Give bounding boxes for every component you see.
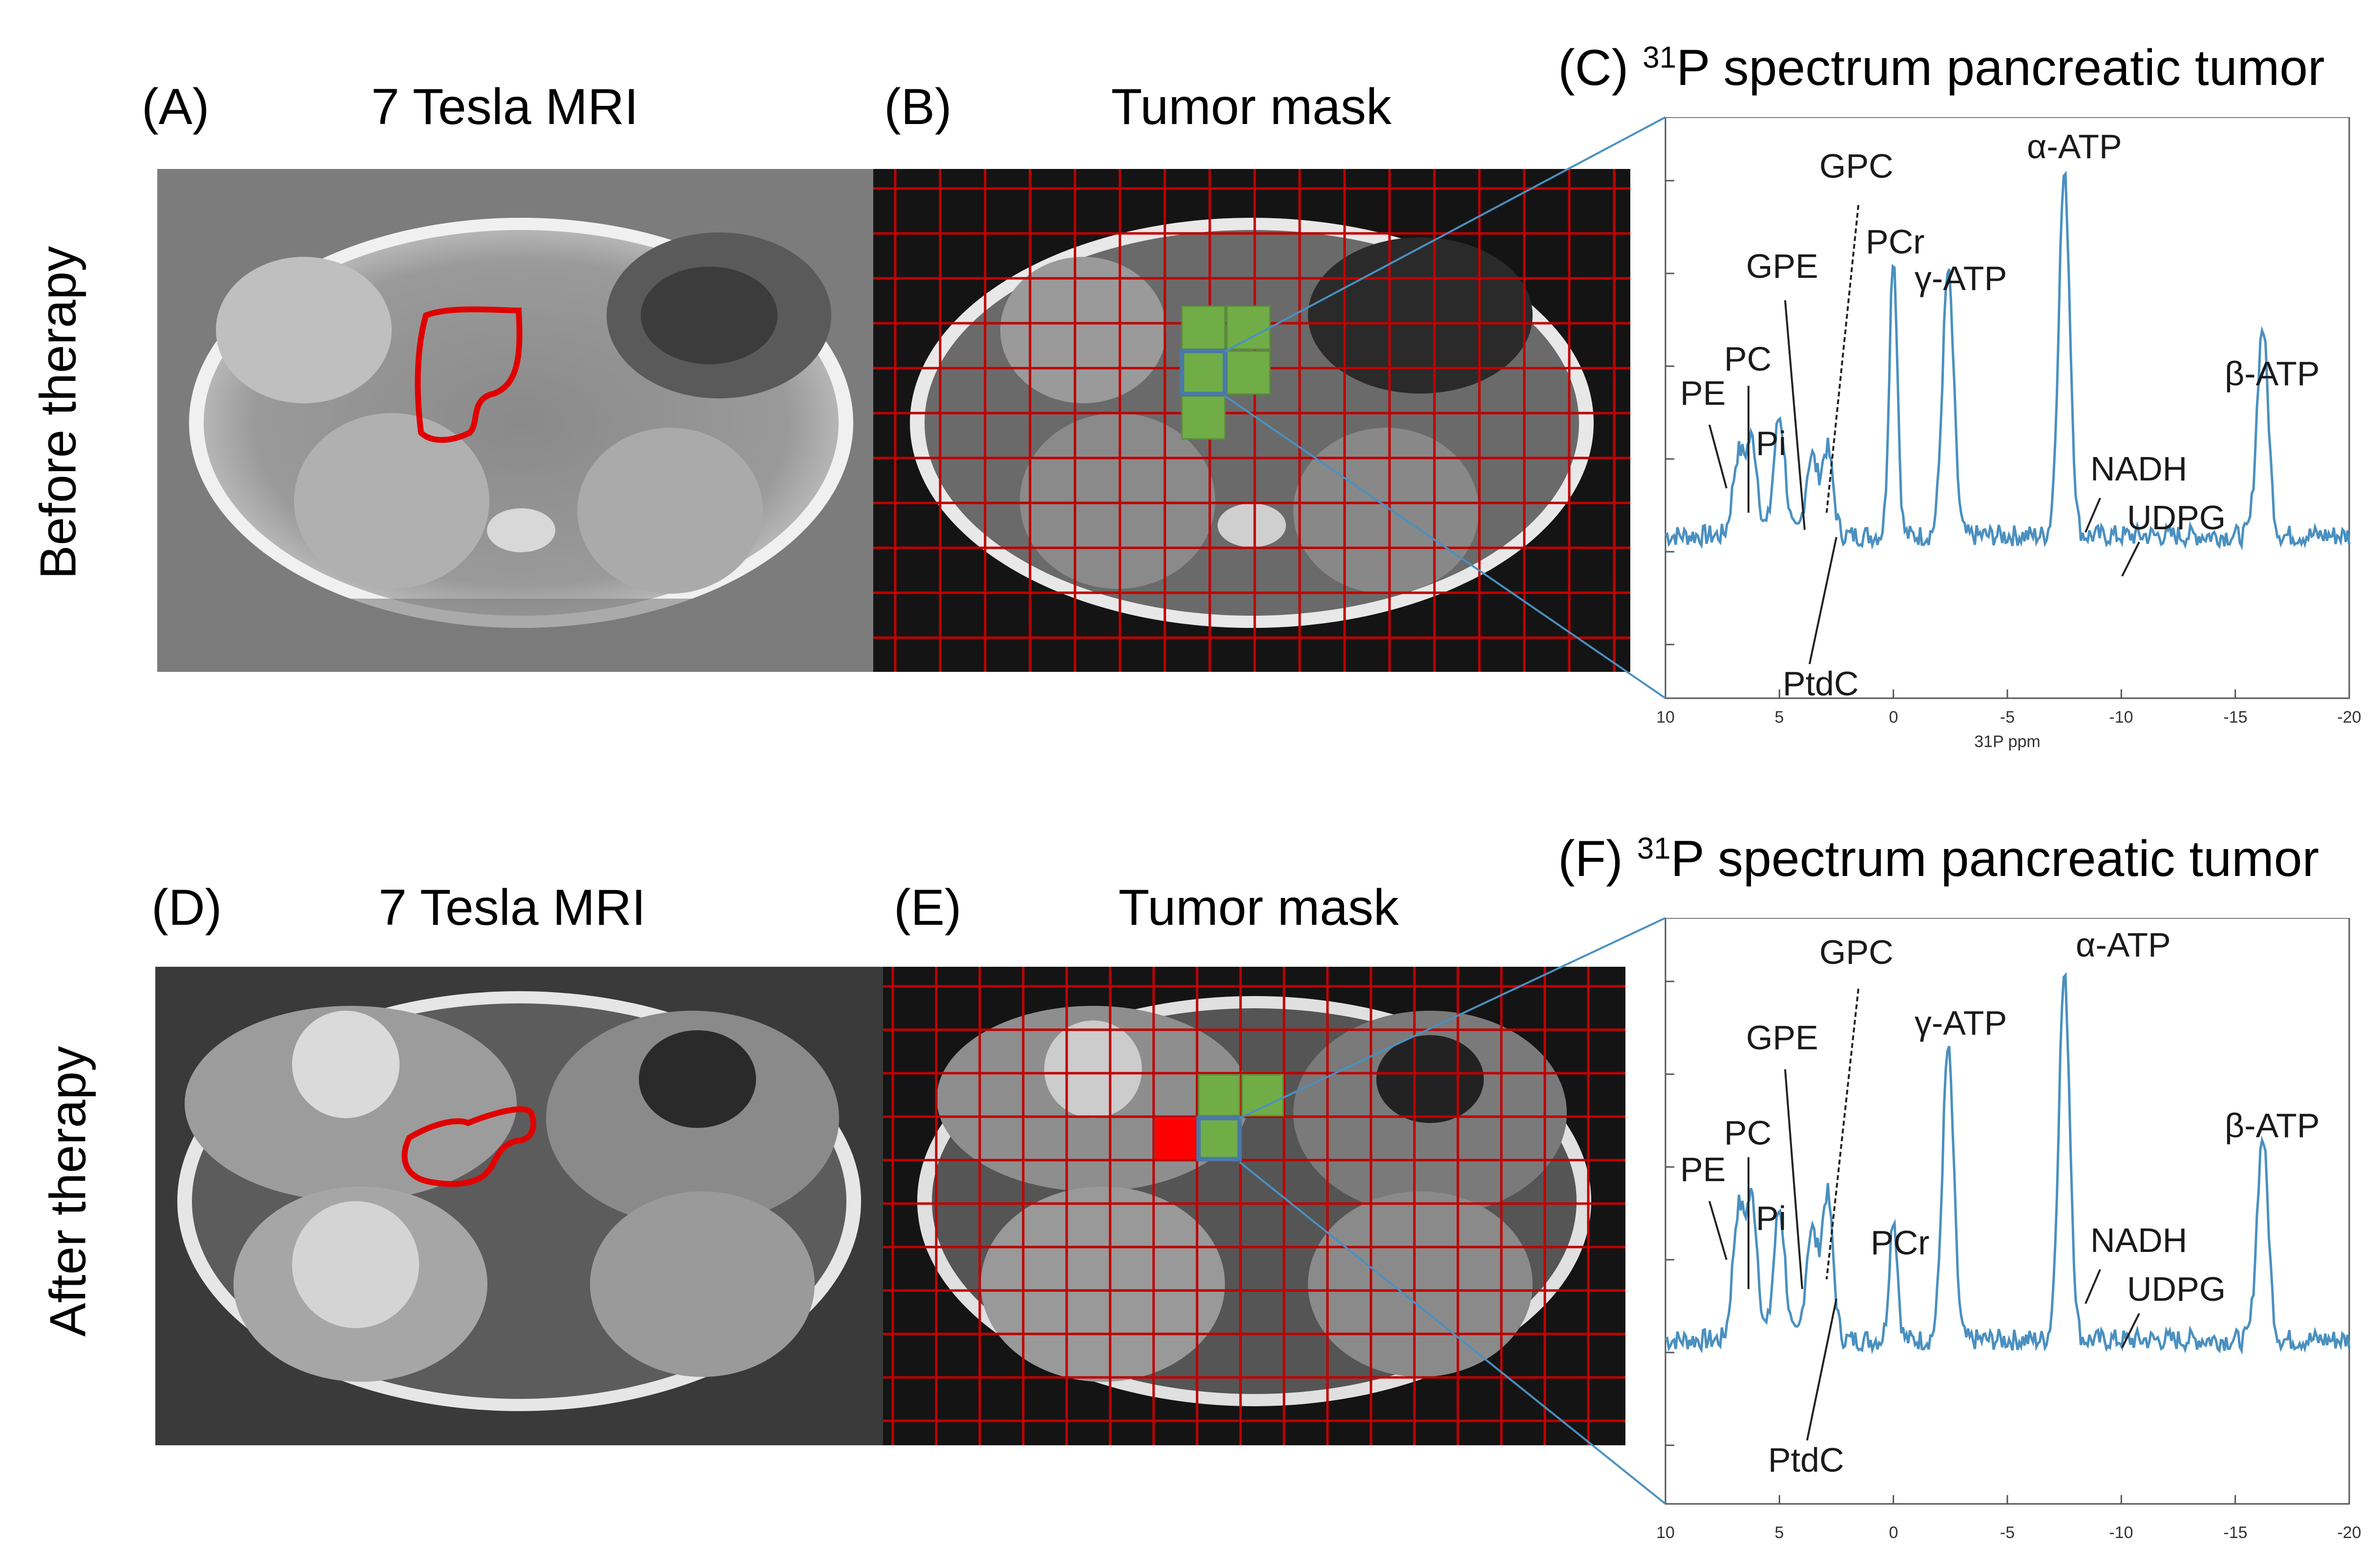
- peak-label-batp-f: β-ATP: [2225, 1106, 2320, 1145]
- panel-e-title: Tumor mask: [1118, 879, 1399, 936]
- panel-c-title: (C) 31P spectrum pancreatic tumor: [1558, 40, 2325, 96]
- peak-label-aatp-f: α-ATP: [2076, 926, 2171, 964]
- peak-label-gpe: GPE: [1746, 247, 1818, 285]
- xtick-5-f: 5: [1774, 1523, 1784, 1542]
- tumor-mask-before: [873, 169, 1630, 672]
- spectrum-chart-c: [1661, 116, 2354, 762]
- peak-label-nadh-f: NADH: [2090, 1221, 2188, 1259]
- peak-label-pc: PC: [1724, 340, 1772, 378]
- selected-voxel-after: [1196, 1116, 1242, 1162]
- panel-b-title: Tumor mask: [1111, 79, 1391, 135]
- connector-top-c: [1224, 116, 1666, 353]
- tumor-contour: [415, 306, 523, 443]
- tumor-contour-after: [401, 1106, 536, 1187]
- peak-label-ptdc: PtdC: [1783, 665, 1859, 703]
- xtick-m20-f: -20: [2337, 1523, 2361, 1542]
- peak-label-udpg-f: UDPG: [2127, 1270, 2226, 1308]
- peak-label-gpc-f: GPC: [1819, 933, 1894, 971]
- peak-label-ptdc-f: PtdC: [1768, 1441, 1844, 1479]
- xtick-m15: -15: [2223, 708, 2248, 727]
- spectrum-chart-f: [1661, 917, 2354, 1543]
- xtick-m5: -5: [2000, 708, 2015, 727]
- xtick-5: 5: [1774, 708, 1784, 727]
- panel-a-label: (A): [142, 79, 210, 135]
- x-axis-label: 31P ppm: [1974, 732, 2041, 751]
- xtick-m10: -10: [2109, 708, 2133, 727]
- xtick-0: 0: [1889, 708, 1898, 727]
- y-ticks: [1665, 180, 1674, 645]
- mask-grid-after: [883, 967, 1625, 1445]
- panel-a-title: 7 Tesla MRI: [371, 79, 639, 135]
- xtick-m20: -20: [2337, 708, 2361, 727]
- xtick-m5-f: -5: [2000, 1523, 2015, 1542]
- mri-image-after: [155, 967, 883, 1445]
- peak-label-pc-f: PC: [1724, 1114, 1772, 1152]
- panel-d-label: (D): [151, 879, 222, 936]
- peak-label-pi: Pi: [1756, 424, 1787, 462]
- xtick-m10-f: -10: [2109, 1523, 2133, 1542]
- connector-bottom-c: [1224, 395, 1666, 699]
- peak-label-gpe-f: GPE: [1746, 1019, 1818, 1057]
- peak-label-gatp: γ-ATP: [1915, 259, 2007, 297]
- peak-label-aatp: α-ATP: [2027, 127, 2122, 166]
- peak-label-batp: β-ATP: [2225, 354, 2320, 393]
- y-ticks-f: [1665, 980, 1674, 1446]
- connector-bottom-f: [1239, 1161, 1666, 1505]
- panel-d-title: 7 Tesla MRI: [379, 879, 646, 936]
- peak-label-pi-f: Pi: [1756, 1199, 1787, 1237]
- xtick-m15-f: -15: [2223, 1523, 2248, 1542]
- xtick-0-f: 0: [1889, 1523, 1898, 1542]
- peak-label-udpg: UDPG: [2127, 499, 2226, 537]
- excluded-voxel: [1155, 1118, 1196, 1159]
- peak-label-pe-f: PE: [1680, 1150, 1726, 1188]
- spectrum-line-f: [1664, 972, 2351, 1355]
- xtick-10: 10: [1656, 708, 1675, 727]
- panel-b-label: (B): [884, 79, 952, 135]
- mri-image-before: [157, 169, 873, 672]
- connector-top-f: [1239, 917, 1666, 1119]
- panel-f-title: (F) 31P spectrum pancreatic tumor: [1558, 831, 2319, 887]
- peak-label-pe: PE: [1680, 374, 1726, 412]
- peak-label-gatp-f: γ-ATP: [1915, 1004, 2007, 1042]
- tumor-voxels: [1181, 305, 1271, 440]
- panel-e-label: (E): [894, 879, 962, 936]
- xtick-10-f: 10: [1656, 1523, 1675, 1542]
- tumor-mask-after: [883, 967, 1625, 1445]
- peak-label-gpc: GPC: [1819, 147, 1894, 185]
- selected-voxel: [1179, 349, 1227, 396]
- spectrum-line-c: [1664, 170, 2351, 551]
- peak-label-nadh: NADH: [2090, 450, 2188, 488]
- peak-label-pcr-f: PCr: [1871, 1224, 1930, 1262]
- peak-label-pcr: PCr: [1866, 223, 1925, 261]
